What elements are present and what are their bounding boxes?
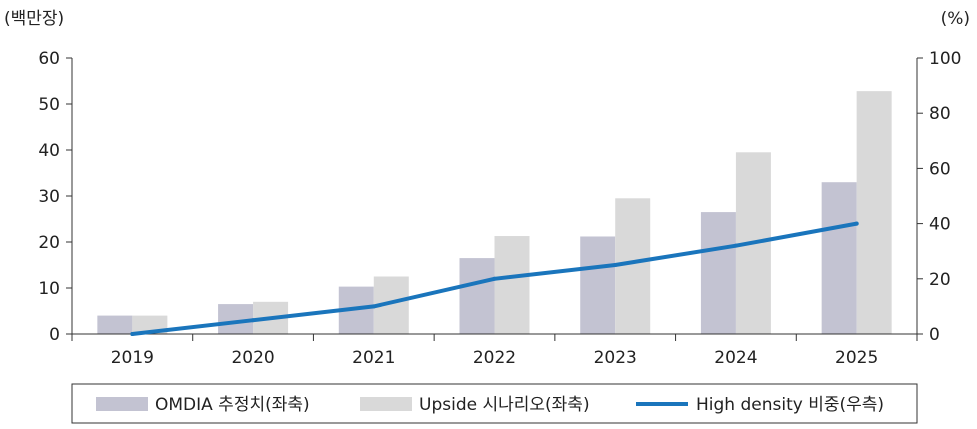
x-axis: 2019 2020 2021 2022 2023 2024 2025 — [71, 334, 918, 368]
legend-label-upside: Upside 시나리오(좌축) — [419, 395, 590, 415]
right-tick-label: 80 — [929, 104, 951, 124]
point-high-density-2021 — [371, 304, 376, 309]
bar-upside-2025 — [856, 91, 892, 335]
x-tick-label: 2022 — [473, 348, 516, 368]
bar-upside-2022 — [494, 236, 530, 334]
x-tick-label: 2020 — [231, 348, 274, 368]
right-tick-label: 100 — [929, 49, 961, 69]
legend: OMDIA 추정치(좌축) Upside 시나리오(좌축) High densi… — [71, 383, 918, 424]
left-tick-label: 50 — [38, 95, 60, 115]
point-high-density-2019 — [130, 332, 135, 336]
point-high-density-2024 — [733, 243, 738, 248]
bar-omdia-2024 — [700, 212, 736, 334]
right-tick-label: 60 — [929, 159, 951, 179]
bar-omdia-2023 — [580, 236, 616, 334]
left-tick-label: 20 — [38, 233, 60, 253]
point-high-density-2022 — [492, 276, 497, 281]
legend-swatch-upside — [360, 397, 412, 411]
x-tick-label: 2024 — [714, 348, 757, 368]
x-tick-label: 2019 — [111, 348, 154, 368]
left-axis: 0 10 20 30 40 50 60 — [38, 49, 72, 345]
left-tick-label: 60 — [38, 49, 60, 69]
bar-omdia-2025 — [821, 182, 857, 334]
right-axis: 0 20 40 60 80 100 — [917, 49, 961, 345]
x-tick-label: 2023 — [594, 348, 637, 368]
x-tick-label: 2021 — [352, 348, 395, 368]
left-tick-label: 40 — [38, 141, 60, 161]
left-tick-label: 30 — [38, 187, 60, 207]
bar-omdia-2022 — [459, 258, 495, 334]
bars — [97, 91, 892, 335]
x-tick-label: 2025 — [835, 348, 878, 368]
legend-label-high-density: High density 비중(우측) — [696, 395, 884, 415]
legend-label-omdia: OMDIA 추정치(좌축) — [155, 395, 310, 415]
right-tick-label: 20 — [929, 270, 951, 290]
left-tick-label: 0 — [49, 325, 60, 345]
point-high-density-2023 — [613, 263, 618, 267]
point-high-density-2025 — [854, 221, 859, 226]
point-high-density-2020 — [251, 318, 256, 323]
left-axis-unit-label: (백만장) — [4, 9, 64, 29]
right-tick-label: 40 — [929, 215, 951, 235]
right-tick-label: 0 — [929, 325, 940, 345]
left-tick-label: 10 — [38, 279, 60, 299]
right-axis-unit-label: (%) — [941, 9, 970, 29]
axes — [71, 58, 918, 335]
legend-frame — [71, 383, 918, 424]
line-series — [130, 221, 859, 336]
legend-swatch-omdia — [96, 397, 148, 411]
bar-upside-2023 — [615, 198, 651, 334]
bar-omdia-2019 — [97, 315, 133, 334]
